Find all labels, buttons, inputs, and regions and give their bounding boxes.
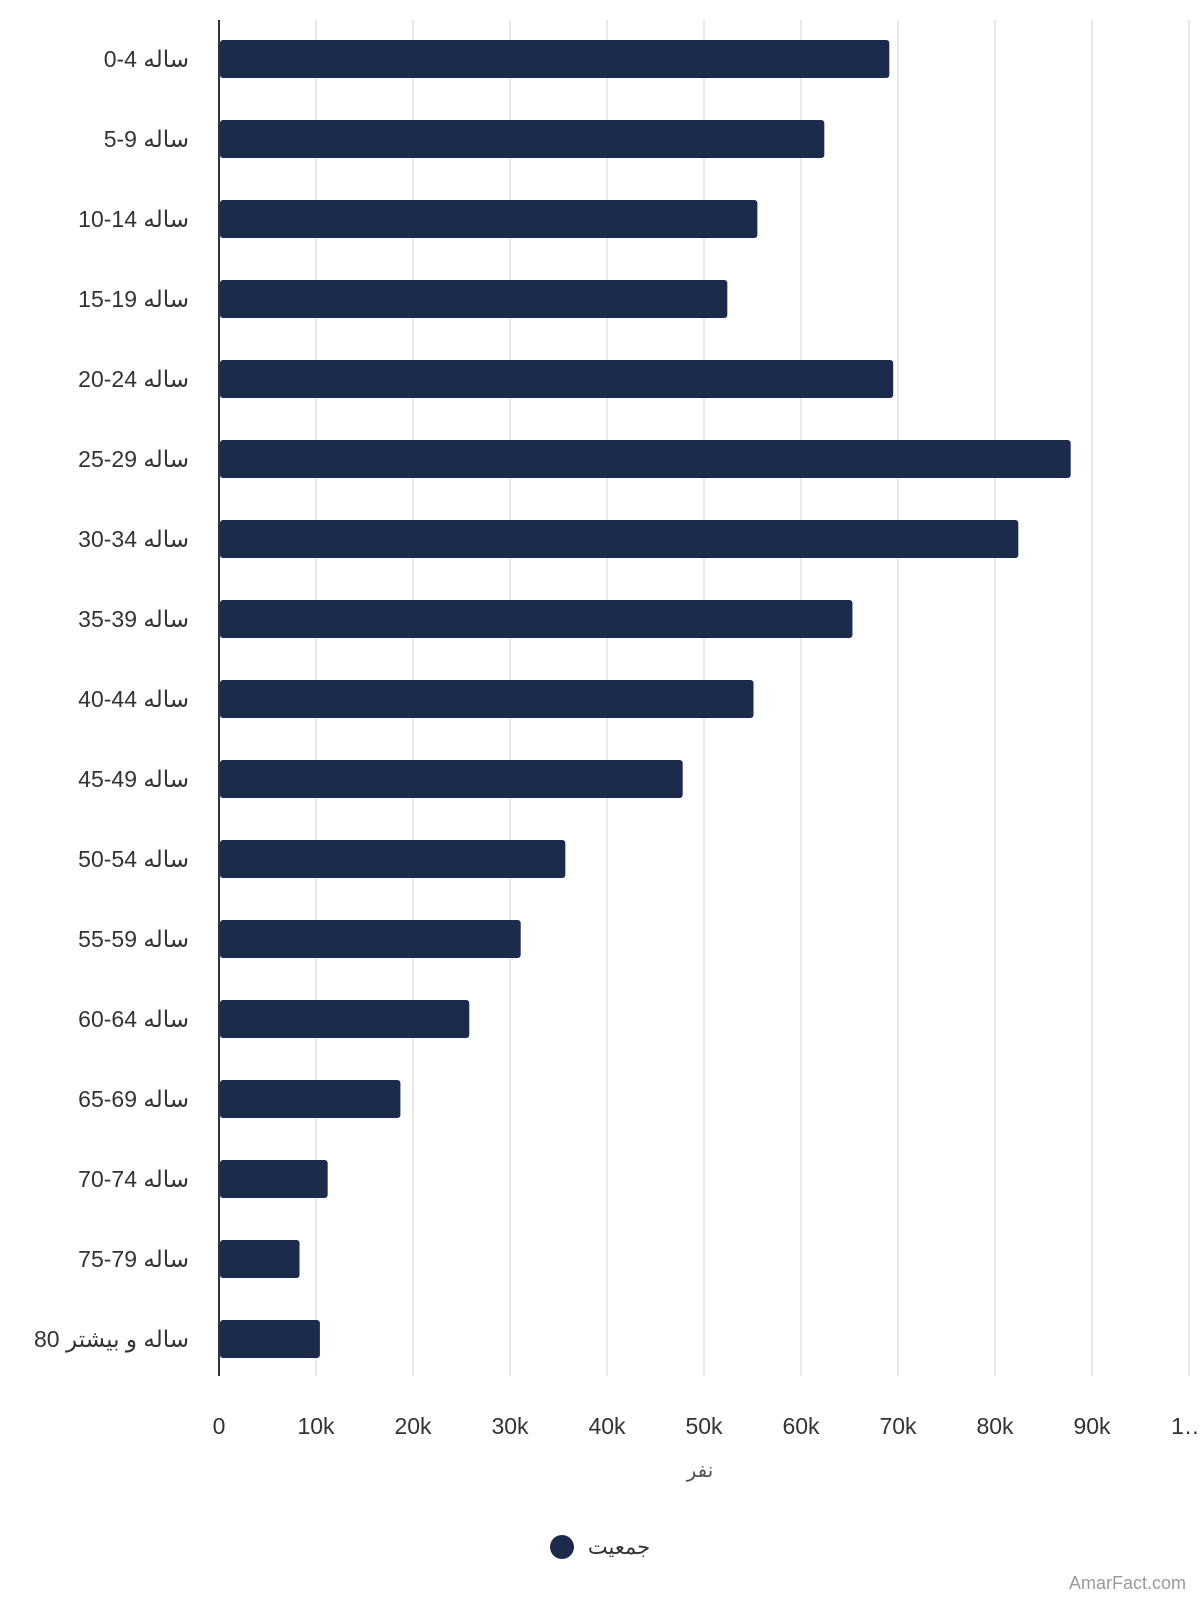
category-label: 45-49 ساله	[78, 766, 189, 792]
bar[interactable]	[220, 1240, 300, 1278]
bar[interactable]	[220, 120, 825, 158]
x-tick-label: 0	[213, 1413, 226, 1439]
category-label: 30-34 ساله	[78, 526, 189, 552]
category-label: 75-79 ساله	[78, 1246, 189, 1272]
category-label: 65-69 ساله	[78, 1086, 189, 1112]
bar[interactable]	[220, 200, 758, 238]
category-label: 50-54 ساله	[78, 846, 189, 872]
x-tick-label: 40k	[588, 1413, 626, 1439]
category-label: 15-19 ساله	[78, 286, 189, 312]
category-label: 25-29 ساله	[78, 446, 189, 472]
bar[interactable]	[220, 1160, 328, 1198]
bar[interactable]	[220, 920, 521, 958]
bar[interactable]	[220, 360, 894, 398]
category-label: 55-59 ساله	[78, 926, 189, 952]
category-label: 60-64 ساله	[78, 1006, 189, 1032]
category-label: 80 ساله و بیشتر	[34, 1326, 189, 1353]
x-tick-label: 1…	[1171, 1413, 1200, 1439]
x-tick-label: 30k	[491, 1413, 529, 1439]
x-tick-labels: 0 10k 20k 30k 40k 50k 60k 70k 80k 90k 1…	[213, 1413, 1200, 1439]
bar[interactable]	[220, 840, 566, 878]
bars	[220, 40, 1071, 1358]
legend-series-marker	[549, 1535, 574, 1559]
x-tick-label: 50k	[685, 1413, 723, 1439]
category-label: 20-24 ساله	[78, 366, 189, 392]
legend-series-label: جمعیت	[587, 1535, 651, 1559]
x-tick-label: 80k	[976, 1413, 1014, 1439]
category-label: 10-14 ساله	[78, 206, 189, 232]
bar[interactable]	[220, 440, 1071, 478]
bar[interactable]	[220, 1000, 470, 1038]
x-tick-label: 20k	[394, 1413, 432, 1439]
bar[interactable]	[220, 280, 728, 318]
category-labels: 0-4 ساله 5-9 ساله 10-14 ساله 15-19 ساله 20-2…	[34, 46, 189, 1353]
x-tick-label: 10k	[297, 1413, 335, 1439]
bar[interactable]	[220, 680, 754, 718]
x-tick-label: 70k	[879, 1413, 917, 1439]
bar[interactable]	[220, 1080, 401, 1118]
bar[interactable]	[220, 1320, 320, 1358]
category-label: 35-39 ساله	[78, 606, 189, 632]
x-axis-title: نفر	[686, 1460, 714, 1482]
category-label: 40-44 ساله	[78, 686, 189, 712]
x-tick-label: 90k	[1073, 1413, 1111, 1439]
bar[interactable]	[220, 760, 683, 798]
bar[interactable]	[220, 520, 1019, 558]
bar[interactable]	[220, 40, 890, 78]
category-label: 0-4 ساله	[104, 46, 189, 72]
legend[interactable]: جمعیت	[0, 1532, 1200, 1562]
x-tick-label: 60k	[782, 1413, 820, 1439]
category-label: 5-9 ساله	[104, 126, 189, 152]
bar[interactable]	[220, 600, 853, 638]
watermark: AmarFact.com	[1068, 1573, 1186, 1593]
category-label: 70-74 ساله	[78, 1166, 189, 1192]
